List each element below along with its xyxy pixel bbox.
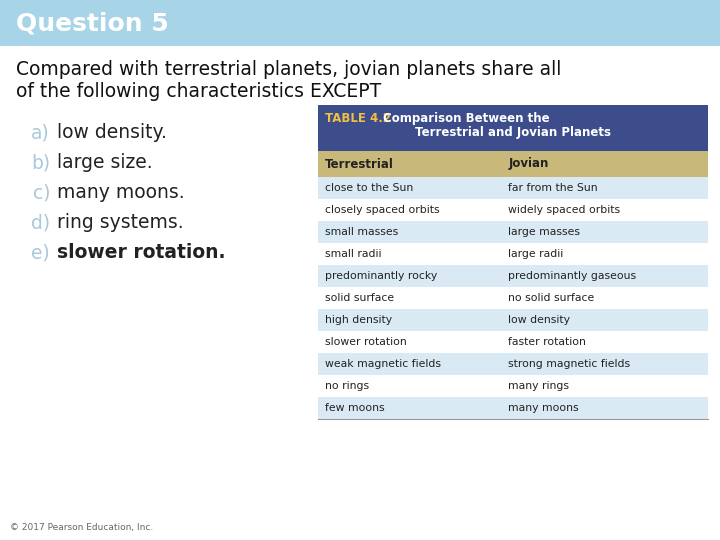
Text: Jovian: Jovian <box>508 158 549 171</box>
Text: e): e) <box>31 244 50 262</box>
Text: Question 5: Question 5 <box>16 11 168 35</box>
Bar <box>318 221 708 243</box>
Text: far from the Sun: far from the Sun <box>508 183 598 193</box>
Bar <box>318 287 708 309</box>
Bar <box>318 331 708 353</box>
Text: small radii: small radii <box>325 249 382 259</box>
Text: c): c) <box>32 184 50 202</box>
Bar <box>318 309 708 331</box>
Text: b): b) <box>31 153 50 172</box>
Text: large radii: large radii <box>508 249 564 259</box>
Bar <box>318 375 708 397</box>
Bar <box>318 353 708 375</box>
Bar <box>318 151 708 177</box>
Text: widely spaced orbits: widely spaced orbits <box>508 205 621 215</box>
Bar <box>318 397 708 419</box>
Bar <box>318 265 708 287</box>
Text: faster rotation: faster rotation <box>508 337 586 347</box>
Text: of the following characteristics EXCEPT: of the following characteristics EXCEPT <box>16 82 382 101</box>
Text: © 2017 Pearson Education, Inc.: © 2017 Pearson Education, Inc. <box>10 523 153 532</box>
Bar <box>0 0 720 46</box>
Text: close to the Sun: close to the Sun <box>325 183 413 193</box>
Text: closely spaced orbits: closely spaced orbits <box>325 205 440 215</box>
Text: slower rotation.: slower rotation. <box>57 244 225 262</box>
Text: Comparison Between the: Comparison Between the <box>383 112 549 125</box>
Text: Terrestrial and Jovian Planets: Terrestrial and Jovian Planets <box>415 126 611 139</box>
Bar <box>318 105 708 151</box>
Text: solid surface: solid surface <box>325 293 394 303</box>
Text: predominantly gaseous: predominantly gaseous <box>508 271 636 281</box>
Text: no rings: no rings <box>325 381 369 391</box>
Text: TABLE 4.2: TABLE 4.2 <box>325 112 391 125</box>
Bar <box>318 177 708 199</box>
Text: large size.: large size. <box>57 153 153 172</box>
Text: high density: high density <box>325 315 392 325</box>
Text: small masses: small masses <box>325 227 398 237</box>
Text: few moons: few moons <box>325 403 384 413</box>
Text: a): a) <box>31 124 50 143</box>
Text: many rings: many rings <box>508 381 570 391</box>
Text: low density.: low density. <box>57 124 167 143</box>
Text: no solid surface: no solid surface <box>508 293 595 303</box>
Text: ring systems.: ring systems. <box>57 213 184 233</box>
Text: many moons: many moons <box>508 403 579 413</box>
Text: weak magnetic fields: weak magnetic fields <box>325 359 441 369</box>
Text: many moons.: many moons. <box>57 184 184 202</box>
Text: predominantly rocky: predominantly rocky <box>325 271 437 281</box>
Text: slower rotation: slower rotation <box>325 337 407 347</box>
Bar <box>318 199 708 221</box>
Text: d): d) <box>31 213 50 233</box>
Text: Compared with terrestrial planets, jovian planets share all: Compared with terrestrial planets, jovia… <box>16 60 562 79</box>
Text: Terrestrial: Terrestrial <box>325 158 394 171</box>
Text: large masses: large masses <box>508 227 580 237</box>
Text: low density: low density <box>508 315 570 325</box>
Bar <box>318 243 708 265</box>
Text: strong magnetic fields: strong magnetic fields <box>508 359 631 369</box>
